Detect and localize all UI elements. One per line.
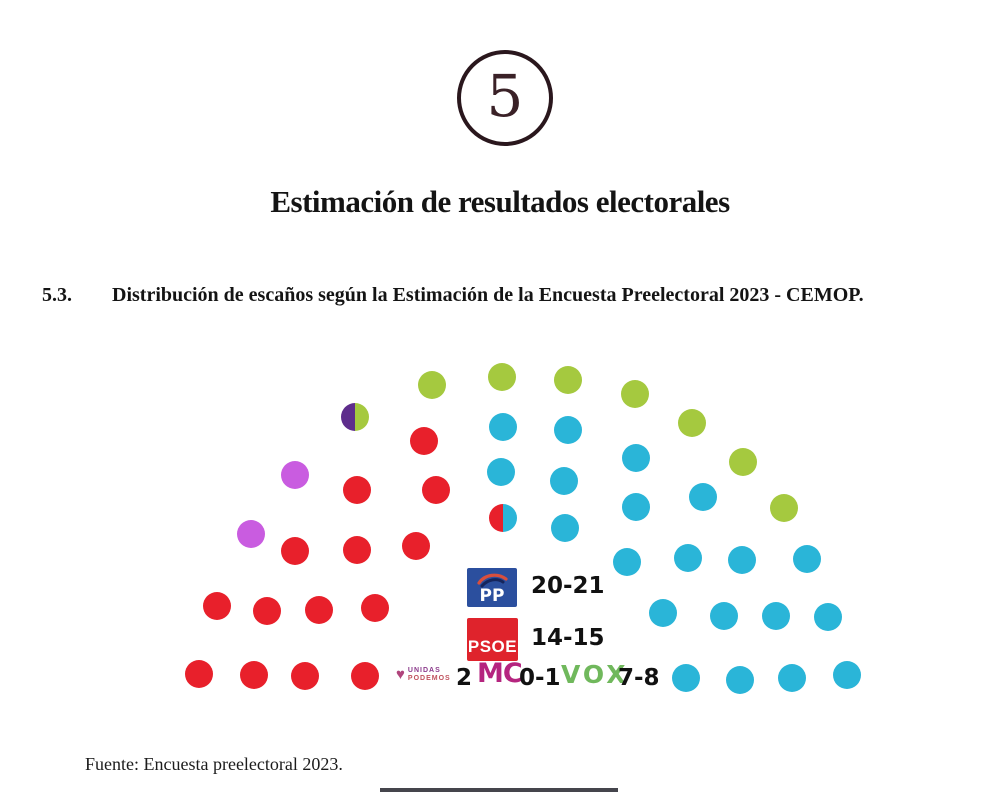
pp-legend-swatch: PP: [467, 568, 517, 607]
seat-dot: [361, 594, 389, 622]
seat-dot: [672, 664, 700, 692]
seat-dot: [710, 602, 738, 630]
seat-dot: [489, 413, 517, 441]
seat-dot: [728, 546, 756, 574]
section-heading-number: 5.3.: [42, 284, 72, 306]
page-title: Estimación de resultados electorales: [270, 184, 730, 219]
seat-dot: [726, 666, 754, 694]
section-heading-text: Distribución de escaños según la Estimac…: [112, 284, 864, 306]
seat-dot: [622, 444, 650, 472]
seat-dot: [343, 476, 371, 504]
mc-seat-estimate: 0-1: [519, 665, 561, 691]
seat-dot: [488, 363, 516, 391]
mc-logo-text: MC: [477, 658, 523, 689]
seat-dot: [422, 476, 450, 504]
psoe-seat-estimate: 14-15: [531, 625, 605, 651]
seat-dot: [341, 403, 369, 431]
seat-dot: [622, 493, 650, 521]
seat-dot: [305, 596, 333, 624]
page-bottom-edge-artifact: [380, 788, 618, 792]
seat-dot: [253, 597, 281, 625]
seat-dot: [402, 532, 430, 560]
seat-dot: [551, 514, 579, 542]
seat-dot: [550, 467, 578, 495]
seat-dot: [343, 536, 371, 564]
unidas-podemos-seat-estimate: 2: [456, 665, 473, 691]
psoe-legend-swatch: PSOE: [467, 618, 518, 661]
unidas-podemos-logo: ♥ UNIDAS PODEMOS: [396, 667, 451, 683]
seat-dot: [554, 416, 582, 444]
seat-dot: [185, 660, 213, 688]
seat-dot: [778, 664, 806, 692]
seat-dot: [674, 544, 702, 572]
seat-dot: [554, 366, 582, 394]
seat-dot: [487, 458, 515, 486]
seat-dot: [621, 380, 649, 408]
vox-seat-estimate: 7-8: [618, 665, 660, 691]
seat-dot: [689, 483, 717, 511]
seat-dot: [281, 461, 309, 489]
seat-dot: [351, 662, 379, 690]
seat-dot: [489, 504, 517, 532]
section-number-circle: 5: [457, 50, 553, 146]
psoe-logo-text: PSOE: [467, 637, 518, 656]
section-number: 5: [486, 62, 524, 130]
unidas-podemos-logo-text: UNIDAS PODEMOS: [407, 667, 451, 682]
seat-dot: [770, 494, 798, 522]
section-heading: 5.3. Distribución de escaños según la Es…: [42, 284, 982, 307]
svg-text:PP: PP: [480, 586, 505, 606]
seat-dot: [410, 427, 438, 455]
pp-seat-estimate: 20-21: [531, 573, 605, 599]
seat-dot: [814, 603, 842, 631]
seat-dot: [237, 520, 265, 548]
seat-dot: [678, 409, 706, 437]
seat-dot: [203, 592, 231, 620]
seat-dot: [281, 537, 309, 565]
seat-dot: [649, 599, 677, 627]
seat-dot: [240, 661, 268, 689]
vox-logo-text: VOX: [561, 660, 629, 689]
seat-dot: [418, 371, 446, 399]
source-note: Fuente: Encuesta preelectoral 2023.: [85, 754, 343, 774]
seat-dot: [613, 548, 641, 576]
seat-dot: [729, 448, 757, 476]
heart-icon: ♥: [396, 666, 405, 683]
seat-dot: [793, 545, 821, 573]
pp-gaviota-icon: PP: [477, 573, 508, 606]
seat-dot: [762, 602, 790, 630]
seat-dot: [833, 661, 861, 689]
seat-dot: [291, 662, 319, 690]
